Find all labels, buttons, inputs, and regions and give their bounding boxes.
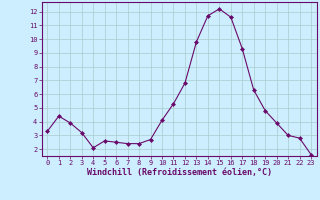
X-axis label: Windchill (Refroidissement éolien,°C): Windchill (Refroidissement éolien,°C) — [87, 168, 272, 177]
